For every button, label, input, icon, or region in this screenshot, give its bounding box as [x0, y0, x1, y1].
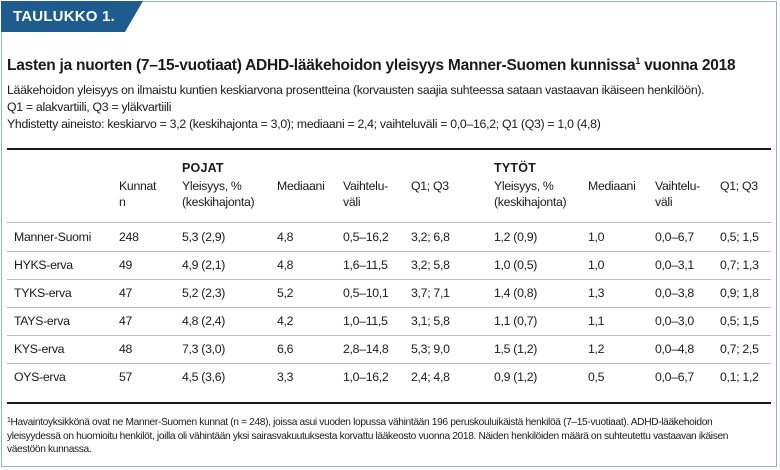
footnote-line: Havaintoyksikkönä ovat ne Manner-Suomen …: [10, 417, 713, 428]
table-cell-b-q: 3,7; 7,1: [411, 286, 450, 300]
table-cell-name: Manner-Suomi: [14, 230, 92, 244]
table-cell-g-q: 0,7; 1,3: [720, 258, 759, 272]
row-divider: [7, 279, 771, 280]
description-line: Yhdistetty aineisto: keskiarvo = 3,2 (ke…: [7, 117, 601, 131]
col-header-girls-mediaani: Mediaani: [588, 179, 636, 193]
row-divider: [7, 335, 771, 336]
table-cell-g-q: 0,5; 1,5: [720, 230, 759, 244]
col-header-boys-yleisyys: Yleisyys, % (keskihajonta): [182, 179, 255, 209]
table-cell-b-yl: 4,9 (2,1): [182, 258, 226, 272]
title-footnote-mark: 1: [635, 56, 641, 66]
table-cell-name: HYKS-erva: [14, 258, 73, 272]
table-cell-g-vv: 0,0–4,8: [655, 342, 694, 356]
table-cell-g-yl: 1,0 (0,5): [494, 258, 538, 272]
table-cell-n: 49: [119, 258, 133, 272]
group-header-girls: TYTÖT: [494, 161, 536, 175]
table-bottom-rule: [7, 402, 771, 404]
table-cell-b-vv: 2,8–14,8: [343, 342, 389, 356]
header-bottom-rule: [7, 222, 771, 223]
table-cell-b-q: 3,1; 5,8: [411, 314, 450, 328]
table-cell-g-med: 1,1: [588, 314, 605, 328]
table-cell-g-q: 0,9; 1,8: [720, 286, 759, 300]
table-cell-b-vv: 0,5–10,1: [343, 286, 389, 300]
table-cell-name: TYKS-erva: [14, 286, 72, 300]
col-header-kunnat: Kunnat n: [119, 179, 157, 209]
tab-label: TAULUKKO 1.: [13, 8, 115, 25]
footnote-mark: 1: [7, 417, 11, 424]
header-top-rule: [7, 148, 771, 150]
description-line: Lääkehoidon yleisyys on ilmaistu kuntien…: [7, 83, 705, 97]
table-cell-g-vv: 0,0–3,0: [655, 314, 694, 328]
table-cell-b-vv: 0,5–16,2: [343, 230, 389, 244]
row-divider: [7, 251, 771, 252]
table-cell-name: OYS-erva: [14, 370, 66, 384]
table-cell-b-q: 2,4; 4,8: [411, 370, 450, 384]
col-header-boys-q1q3: Q1; Q3: [411, 179, 449, 193]
table-cell-b-q: 3,2; 6,8: [411, 230, 450, 244]
group-header-boys: POJAT: [182, 161, 224, 175]
table-cell-g-med: 1,3: [588, 286, 605, 300]
table-cell-g-q: 0,7; 2,5: [720, 342, 759, 356]
table-cell-g-med: 1,2: [588, 342, 605, 356]
description-line: Q1 = alakvartiili, Q3 = yläkvartiili: [7, 100, 172, 114]
table-cell-b-yl: 4,8 (2,4): [182, 314, 226, 328]
footnote-line: väestöön kunnassa.: [7, 444, 92, 455]
table-cell-g-med: 0,5: [588, 370, 605, 384]
title-tail: vuonna 2018: [640, 57, 736, 74]
table-cell-b-med: 4,8: [277, 230, 294, 244]
table-cell-b-vv: 1,0–16,2: [343, 370, 389, 384]
col-header-girls-q1q3: Q1; Q3: [720, 179, 758, 193]
col-header-girls-vaihteluvali: Vaihtelu-väli: [655, 179, 700, 209]
table-cell-b-vv: 1,0–11,5: [343, 314, 388, 328]
table-description: Lääkehoidon yleisyys on ilmaistu kuntien…: [7, 82, 773, 133]
row-divider: [7, 307, 771, 308]
table-cell-n: 248: [119, 230, 139, 244]
table-cell-n: 57: [119, 370, 133, 384]
col-header-boys-vaihteluvali: Vaihtelu-väli: [343, 179, 388, 209]
table-cell-n: 47: [119, 314, 133, 328]
table-cell-g-vv: 0,0–3,8: [655, 286, 694, 300]
table-cell-g-yl: 0,9 (1,2): [494, 370, 538, 384]
table-cell-g-yl: 1,5 (1,2): [494, 342, 538, 356]
table-cell-name: KYS-erva: [14, 342, 65, 356]
table-cell-n: 48: [119, 342, 133, 356]
footnote: 1Havaintoyksikkönä ovat ne Manner-Suomen…: [7, 414, 771, 457]
table-cell-b-yl: 5,2 (2,3): [182, 286, 226, 300]
table-cell-g-med: 1,0: [588, 258, 605, 272]
table-cell-g-vv: 0,0–6,7: [655, 230, 694, 244]
table-cell-g-vv: 0,0–3,1: [655, 258, 694, 272]
footnote-line: yleisyydessä on huomioitu henkilöt, joil…: [7, 430, 729, 442]
table-title: Lasten ja nuorten (7–15-vuotiaat) ADHD-l…: [7, 56, 773, 75]
table-cell-b-med: 4,2: [277, 314, 294, 328]
table-tab: TAULUKKO 1.: [1, 1, 143, 32]
table-cell-b-yl: 5,3 (2,9): [182, 230, 226, 244]
table-cell-b-med: 5,2: [277, 286, 294, 300]
table-cell-b-q: 3,2; 5,8: [411, 258, 450, 272]
table-cell-n: 47: [119, 286, 133, 300]
table-cell-g-vv: 0,0–6,7: [655, 370, 694, 384]
table-cell-b-q: 5,3; 9,0: [411, 342, 450, 356]
table-cell-g-yl: 1,4 (0,8): [494, 286, 538, 300]
table-cell-b-med: 4,8: [277, 258, 294, 272]
table-cell-b-vv: 1,6–11,5: [343, 258, 388, 272]
table-cell-g-yl: 1,2 (0,9): [494, 230, 538, 244]
table-cell-g-q: 0,5; 1,5: [720, 314, 759, 328]
table-cell-b-med: 6,6: [277, 342, 294, 356]
table-cell-g-q: 0,1; 1,2: [720, 370, 759, 384]
col-header-girls-yleisyys: Yleisyys, % (keskihajonta): [494, 179, 567, 209]
table-cell-name: TAYS-erva: [14, 314, 70, 328]
table-cell-b-med: 3,3: [277, 370, 294, 384]
col-header-boys-mediaani: Mediaani: [277, 179, 325, 193]
tab-shape: [1, 1, 143, 32]
title-text: Lasten ja nuorten (7–15-vuotiaat) ADHD-l…: [7, 57, 636, 74]
row-divider: [7, 363, 771, 364]
table-cell-g-med: 1,0: [588, 230, 605, 244]
table-cell-b-yl: 7,3 (3,0): [182, 342, 226, 356]
table-cell-g-yl: 1,1 (0,7): [494, 314, 538, 328]
table-cell-b-yl: 4,5 (3,6): [182, 370, 226, 384]
